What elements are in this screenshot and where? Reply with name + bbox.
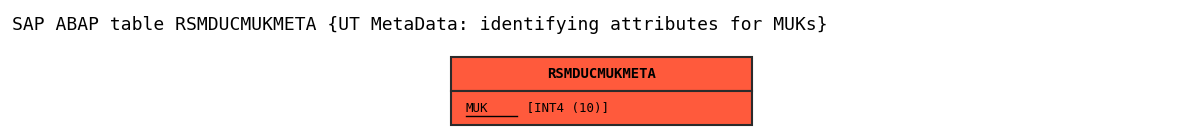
Text: RSMDUCMUKMETA: RSMDUCMUKMETA — [548, 67, 656, 81]
Text: SAP ABAP table RSMDUCMUKMETA {UT MetaData: identifying attributes for MUKs}: SAP ABAP table RSMDUCMUKMETA {UT MetaDat… — [12, 16, 827, 34]
Text: [INT4 (10)]: [INT4 (10)] — [519, 102, 609, 115]
FancyBboxPatch shape — [452, 91, 752, 125]
FancyBboxPatch shape — [452, 57, 752, 91]
Text: MUK: MUK — [466, 102, 489, 115]
